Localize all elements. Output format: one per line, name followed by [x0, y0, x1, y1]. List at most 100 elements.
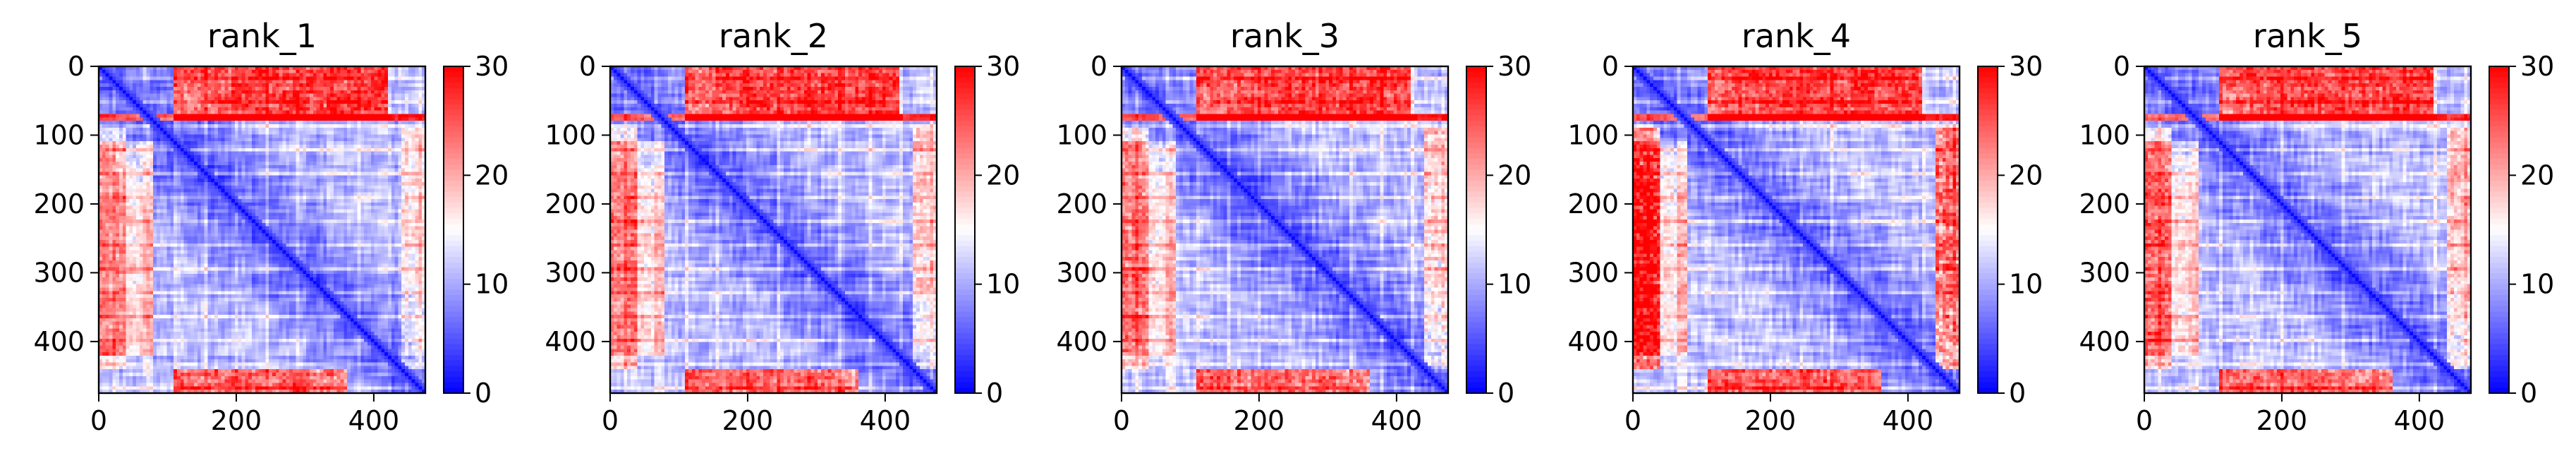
- heatmap-cell: [334, 124, 337, 128]
- heatmap-cell: [269, 172, 272, 176]
- heatmap-cell: [248, 90, 252, 94]
- heatmap-cell: [187, 148, 190, 152]
- heatmap-cell: [218, 145, 221, 148]
- heatmap-cell: [133, 111, 136, 114]
- heatmap-cell: [123, 152, 126, 155]
- heatmap-cell: [201, 134, 205, 138]
- heatmap-cell: [129, 186, 133, 189]
- heatmap-cell: [265, 155, 269, 158]
- heatmap-cell: [371, 131, 375, 135]
- heatmap-cell: [401, 162, 405, 165]
- heatmap-cell: [136, 189, 140, 193]
- heatmap-cell: [330, 87, 334, 90]
- heatmap-cell: [235, 94, 238, 97]
- heatmap-cell: [228, 141, 231, 145]
- heatmap-cell: [133, 90, 136, 94]
- heatmap-cell: [157, 117, 160, 121]
- heatmap-cell: [140, 90, 143, 94]
- heatmap-cell: [375, 155, 378, 158]
- heatmap-cell: [259, 80, 262, 83]
- heatmap-cell: [337, 155, 341, 158]
- heatmap-cell: [313, 107, 317, 111]
- heatmap-cell: [391, 152, 395, 155]
- heatmap-cell: [388, 155, 391, 158]
- heatmap-cell: [262, 80, 266, 83]
- heatmap-cell: [190, 94, 194, 97]
- heatmap-cell: [252, 145, 255, 148]
- heatmap-cell: [323, 73, 327, 77]
- heatmap-cell: [391, 121, 395, 124]
- heatmap-cell: [375, 148, 378, 152]
- heatmap-cell: [377, 73, 381, 77]
- heatmap-cell: [126, 175, 130, 179]
- heatmap-cell: [408, 134, 412, 138]
- heatmap-cell: [303, 145, 306, 148]
- heatmap-cell: [262, 97, 266, 100]
- heatmap-cell: [279, 189, 283, 193]
- heatmap-cell: [269, 76, 272, 80]
- heatmap-cell: [351, 87, 354, 90]
- heatmap-cell: [323, 169, 327, 172]
- heatmap-cell: [340, 158, 344, 162]
- heatmap-cell: [351, 100, 354, 104]
- heatmap-cell: [415, 134, 419, 138]
- heatmap-cell: [119, 121, 123, 124]
- heatmap-cell: [218, 182, 221, 186]
- heatmap-cell: [166, 111, 170, 114]
- heatmap-cell: [360, 162, 364, 165]
- heatmap-cell: [245, 117, 248, 121]
- heatmap-cell: [248, 76, 252, 80]
- heatmap-cell: [384, 186, 388, 189]
- heatmap-cell: [334, 90, 337, 94]
- heatmap-cell: [259, 145, 262, 148]
- heatmap-cell: [153, 138, 157, 141]
- heatmap-cell: [371, 182, 375, 186]
- heatmap-cell: [259, 124, 262, 128]
- heatmap-cell: [340, 134, 344, 138]
- heatmap-cell: [147, 148, 150, 152]
- heatmap-cell: [205, 100, 208, 104]
- heatmap-cell: [265, 165, 269, 169]
- heatmap-cell: [344, 152, 347, 155]
- heatmap-cell: [164, 152, 167, 155]
- heatmap-cell: [184, 114, 188, 118]
- heatmap-cell: [272, 121, 276, 124]
- heatmap-cell: [313, 172, 317, 176]
- heatmap-cell: [282, 83, 286, 87]
- heatmap-cell: [194, 148, 198, 152]
- heatmap-cell: [205, 172, 208, 176]
- heatmap-cell: [340, 70, 344, 73]
- heatmap-cell: [123, 90, 126, 94]
- heatmap-cell: [418, 158, 422, 162]
- heatmap-cell: [269, 145, 272, 148]
- heatmap-cell: [317, 189, 320, 193]
- heatmap-cell: [391, 97, 395, 100]
- heatmap-cell: [205, 111, 208, 114]
- heatmap-cell: [265, 83, 269, 87]
- heatmap-cell: [351, 158, 354, 162]
- heatmap-cell: [269, 73, 272, 77]
- heatmap-cell: [310, 169, 313, 172]
- heatmap-cell: [201, 87, 205, 90]
- heatmap-cell: [242, 83, 245, 87]
- heatmap-cell: [102, 172, 106, 176]
- heatmap-cell: [384, 192, 388, 196]
- heatmap-cell: [415, 182, 419, 186]
- heatmap-cell: [150, 76, 153, 80]
- heatmap-cell: [102, 175, 106, 179]
- heatmap-cell: [245, 158, 248, 162]
- heatmap-cell: [364, 117, 367, 121]
- heatmap-cell: [272, 104, 276, 107]
- heatmap-cell: [265, 192, 269, 196]
- heatmap-cell: [211, 179, 214, 182]
- heatmap-cell: [300, 189, 303, 193]
- heatmap-cell: [187, 192, 190, 196]
- heatmap-cell: [129, 158, 133, 162]
- heatmap-cell: [201, 141, 205, 145]
- heatmap-cell: [320, 83, 323, 87]
- heatmap-cell: [262, 138, 266, 141]
- heatmap-cell: [147, 117, 150, 121]
- heatmap-cell: [408, 76, 412, 80]
- heatmap-cell: [174, 97, 177, 100]
- heatmap-cell: [207, 73, 211, 77]
